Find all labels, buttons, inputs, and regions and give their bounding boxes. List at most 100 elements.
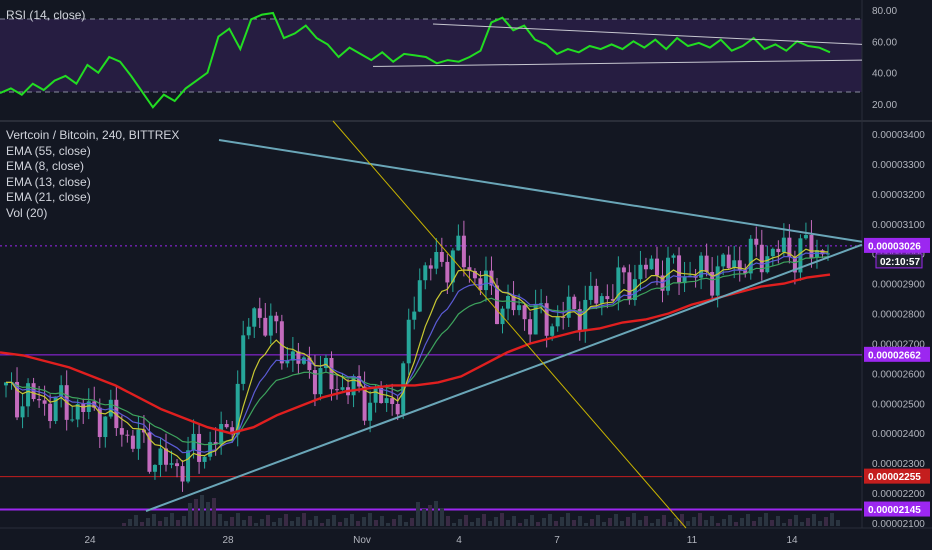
candle xyxy=(423,265,428,281)
candle xyxy=(649,258,654,270)
volume-bar xyxy=(710,516,714,526)
candle xyxy=(103,416,108,438)
candle xyxy=(439,251,444,262)
ema8-line xyxy=(5,248,829,463)
volume-bar xyxy=(704,520,708,526)
trendline-upper xyxy=(218,138,863,243)
candle xyxy=(37,399,42,401)
candle xyxy=(511,296,516,311)
volume-bar xyxy=(356,521,360,526)
volume-bar xyxy=(362,517,366,526)
countdown-tag xyxy=(875,253,923,269)
candle xyxy=(169,463,174,465)
candle xyxy=(588,285,593,300)
price-tick-label: 0.00003200 xyxy=(872,190,925,201)
candle xyxy=(677,255,682,284)
candle xyxy=(792,256,797,273)
volume-bar xyxy=(470,522,474,526)
candle xyxy=(263,317,268,336)
rsi-trendline-upper xyxy=(432,23,863,45)
price-tick-label: 0.00002300 xyxy=(872,459,925,470)
volume-bar xyxy=(374,520,378,526)
candle xyxy=(241,335,246,384)
candle xyxy=(180,466,185,482)
candle xyxy=(671,255,676,258)
rsi-legend[interactable]: RSI (14, close) xyxy=(6,8,85,24)
candle xyxy=(417,280,422,312)
candle xyxy=(759,244,764,273)
volume-bar xyxy=(716,523,720,526)
candle xyxy=(323,357,328,369)
candle xyxy=(544,303,549,336)
rsi-tick-label: 20.00 xyxy=(872,100,897,111)
candle xyxy=(566,296,571,318)
price-tick-label: 0.00002500 xyxy=(872,399,925,410)
candle xyxy=(119,428,124,435)
candle xyxy=(726,254,731,269)
volume-bar xyxy=(158,521,162,526)
legend-ema13: EMA (13, close) xyxy=(6,174,91,189)
volume-bar xyxy=(656,519,660,526)
time-tick-label: 7 xyxy=(554,535,560,546)
candle xyxy=(197,433,202,462)
candle xyxy=(781,237,786,253)
candle xyxy=(820,250,825,255)
volume-bar xyxy=(464,515,468,526)
volume-bar xyxy=(254,523,258,526)
diagonal-line xyxy=(332,120,687,529)
volume-bar xyxy=(782,523,786,526)
rsi-legend-title: RSI (14, close) xyxy=(6,8,86,22)
volume-bar xyxy=(302,513,306,526)
candle xyxy=(583,299,588,332)
volume-bar xyxy=(566,513,570,526)
time-tick-label: 28 xyxy=(222,535,234,546)
price-tag xyxy=(864,501,930,517)
candle xyxy=(610,299,615,301)
candle xyxy=(42,400,47,404)
volume-bar xyxy=(596,515,600,526)
volume-bar xyxy=(140,522,144,526)
volume-bar xyxy=(380,516,384,526)
ema13-line xyxy=(5,252,828,454)
ema21-line xyxy=(5,256,829,446)
volume-bar xyxy=(836,520,840,526)
volume-bar xyxy=(434,501,438,526)
price-tag-label: 0.00002662 xyxy=(868,350,921,361)
time-tick-label: 4 xyxy=(456,535,462,546)
volume-bar xyxy=(278,518,282,526)
price-tag xyxy=(864,346,930,362)
candle xyxy=(715,266,720,296)
candle xyxy=(86,401,91,413)
candle xyxy=(351,376,356,396)
volume-bar xyxy=(578,516,582,526)
candle xyxy=(748,238,753,274)
volume-bar xyxy=(206,502,210,526)
candle xyxy=(186,450,191,482)
volume-bar xyxy=(242,520,246,526)
volume-bar xyxy=(218,514,222,526)
volume-bar xyxy=(758,517,762,526)
candle xyxy=(412,311,417,320)
price-legend[interactable]: Vertcoin / Bitcoin, 240, BITTREX EMA (55… xyxy=(6,128,179,221)
candle xyxy=(517,305,522,311)
volume-bar xyxy=(614,514,618,526)
price-layer xyxy=(0,120,863,529)
candle xyxy=(599,296,604,304)
candle xyxy=(59,385,64,397)
candle xyxy=(15,381,20,418)
countdown-label: 02:10:57 xyxy=(880,257,920,268)
volume-bar xyxy=(530,515,534,526)
ema55-line xyxy=(0,273,831,435)
candle xyxy=(506,296,511,309)
volume-bar xyxy=(266,515,270,526)
candle xyxy=(445,261,450,283)
price-tag-label: 0.00003026 xyxy=(868,241,921,252)
volume-bar xyxy=(722,519,726,526)
volume-bar xyxy=(182,516,186,526)
price-tag xyxy=(864,468,930,484)
volume-bar xyxy=(542,518,546,526)
candle xyxy=(699,255,704,278)
volume-bar xyxy=(248,516,252,526)
volume-bar xyxy=(824,517,828,526)
